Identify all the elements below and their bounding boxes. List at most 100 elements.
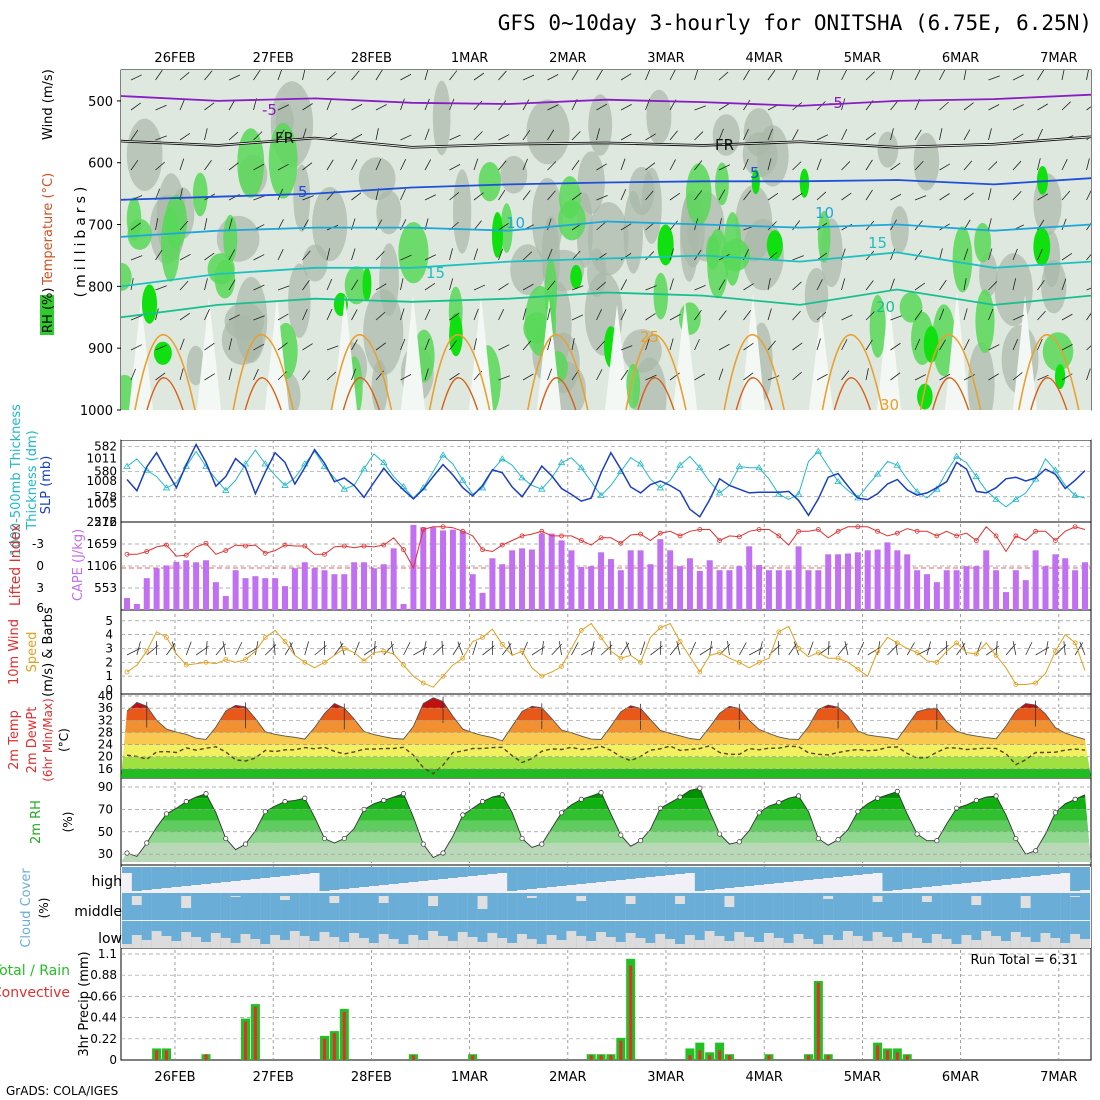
cloud-middle-bar xyxy=(1010,893,1021,920)
cloud-high-bar xyxy=(289,867,300,875)
precip-conv-bar xyxy=(253,1007,257,1060)
cape-bar xyxy=(440,530,447,610)
upper-wind-barb xyxy=(1012,191,1022,201)
wind-speed-point xyxy=(815,650,821,656)
wind-speed-point xyxy=(954,640,960,646)
upper-wind-barb xyxy=(400,98,405,111)
cape-bar xyxy=(963,566,970,610)
cape-bar xyxy=(598,552,605,610)
upper-wind-barb xyxy=(939,128,943,141)
wind-tick: 5 xyxy=(105,614,113,628)
upper-wind-barb xyxy=(767,192,779,201)
lifted-index-point xyxy=(973,538,979,543)
cape-bar xyxy=(756,565,763,610)
isotherm-30 xyxy=(931,377,970,410)
cloud-low-bar xyxy=(991,921,1002,948)
upper-wind-barb xyxy=(228,279,236,291)
temp-band xyxy=(121,720,1091,733)
precip-conv-bar xyxy=(806,1055,810,1060)
wind-label-3-group: (m/s) & Barbs xyxy=(41,607,56,697)
cloud-low-gap xyxy=(892,942,903,948)
cloud-low-bar xyxy=(576,921,587,948)
wind-barb xyxy=(390,641,395,656)
rh-band xyxy=(121,842,1091,862)
upper-wind-barb xyxy=(890,315,902,321)
cloud-low-gap xyxy=(665,939,676,948)
cloud-low-gap xyxy=(191,937,202,948)
wind-barb xyxy=(995,641,998,656)
cloud-low-gap xyxy=(605,937,616,948)
upper-wind-barb xyxy=(1012,104,1024,111)
cape-bar xyxy=(163,565,170,610)
cloud-low-bar xyxy=(250,921,261,948)
cape-bar xyxy=(242,578,249,610)
cloud-high-bar xyxy=(408,867,419,882)
wind-speed-point xyxy=(796,646,801,651)
wind-barb xyxy=(609,640,612,656)
cloud-high-bar xyxy=(931,867,942,886)
thickness-point xyxy=(814,447,823,454)
cape-bar xyxy=(864,550,871,610)
cloud-low-bar xyxy=(971,921,982,948)
wind-speed-point xyxy=(638,659,643,665)
upper-wind-barb xyxy=(694,284,706,291)
upper-wind-barb xyxy=(449,248,453,261)
upper-wind-barb xyxy=(228,368,233,381)
upper-wind-barb xyxy=(816,70,821,81)
rh-bright-patch xyxy=(362,267,372,302)
cloud-low-bar xyxy=(684,921,695,948)
isotherm--5 xyxy=(121,93,1091,107)
upper-wind-barb xyxy=(400,308,405,321)
cape-bar xyxy=(351,562,358,610)
cape-bar xyxy=(1012,570,1019,610)
upper-wind-barb xyxy=(449,70,458,81)
cloud-low-bar xyxy=(961,921,972,948)
precip-conv-bar xyxy=(688,1055,692,1060)
cloud-high-bar xyxy=(566,867,577,885)
lifted-index-point xyxy=(282,542,288,548)
cloud-high-bar xyxy=(645,867,656,877)
cloud-high-bar xyxy=(694,867,705,891)
upper-wind-barb xyxy=(424,194,436,201)
upper-wind-barb xyxy=(473,100,483,111)
cape-bar xyxy=(1082,562,1088,610)
cloud-low-bar xyxy=(359,921,370,948)
cloud-middle-bar xyxy=(260,893,271,920)
cloud-middle-gap xyxy=(625,896,636,904)
upper-wind-barb xyxy=(400,278,404,291)
cloud-low-gap xyxy=(289,931,300,948)
precip-conv-bar xyxy=(876,1045,880,1060)
cloud-high-bar xyxy=(852,867,863,875)
cloud-middle-bar xyxy=(457,893,468,920)
upper-wind-barb xyxy=(767,158,772,171)
upper-wind-barb xyxy=(988,248,993,261)
cloud-high-bar xyxy=(763,867,774,884)
bottom-date-label: 26FEB xyxy=(154,1070,195,1085)
upper-wind-barb xyxy=(645,162,656,171)
cape-bar xyxy=(143,578,150,610)
wind-barb xyxy=(827,640,830,656)
rh-point xyxy=(677,794,683,800)
rh-band xyxy=(121,820,1091,832)
cloud-low-bar xyxy=(615,921,626,948)
rh-label: RH (%) xyxy=(41,288,56,333)
temp-label-2-group: 2m DewPt xyxy=(25,707,40,774)
cloud-low-bar xyxy=(447,921,458,948)
upper-wind-barb xyxy=(988,344,1000,351)
wind-barb xyxy=(640,641,646,656)
upper-wind-barb xyxy=(449,340,457,351)
upper-wind-barb xyxy=(155,70,163,81)
upper-y-tick: 600 xyxy=(88,157,113,172)
wind-barb xyxy=(441,641,444,656)
cape-bar xyxy=(844,553,851,610)
upper-wind-barb xyxy=(718,368,724,381)
cloud-low-bar xyxy=(803,921,814,948)
upper-wind-barb xyxy=(816,373,828,381)
upper-wind-barb xyxy=(963,192,974,201)
li-tick: 6 xyxy=(36,601,44,615)
upper-wind-barb xyxy=(547,218,552,231)
rh-green-patch xyxy=(165,194,188,249)
upper-wind-barb xyxy=(865,311,875,321)
cloud-middle-bar xyxy=(862,893,873,920)
rh-dry-spike xyxy=(197,297,221,410)
